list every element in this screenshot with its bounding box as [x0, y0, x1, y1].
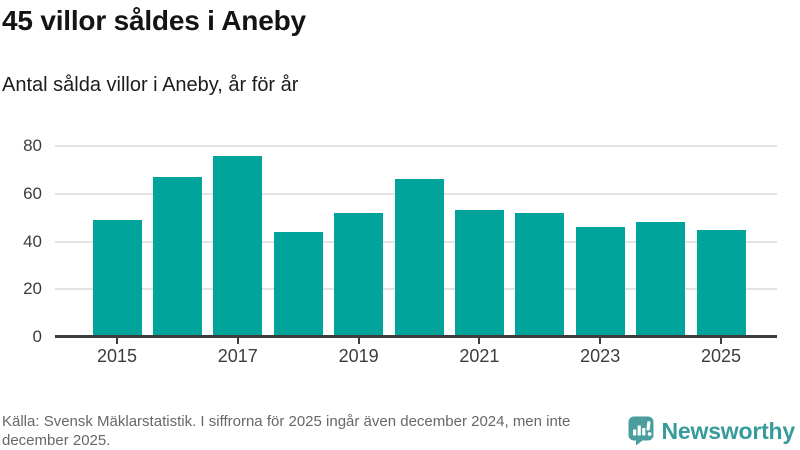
newsworthy-wordmark: Newsworthy [661, 417, 796, 444]
newsworthy-logo: Newsworthy [628, 415, 795, 447]
x-tick-label-2015: 2015 [96, 346, 138, 366]
bar-2015 [92, 220, 142, 337]
x-tick-2019 [357, 338, 360, 344]
x-tick-2025 [720, 338, 722, 344]
source-note: Källa: Svensk Mäklarstatistik. I siffror… [2, 413, 571, 449]
bar-2024 [636, 222, 686, 337]
page-title: 45 villor såldes i Aneby [2, 5, 306, 36]
x-tick-label-2025: 2025 [700, 346, 742, 366]
bar-2016 [152, 177, 202, 337]
grid-line-80 [55, 145, 777, 147]
bar-2020 [394, 179, 444, 337]
x-tick-label-2017: 2017 [217, 346, 258, 366]
x-tick-label-2021: 2021 [459, 346, 500, 366]
y-tick-label-0: 0 [32, 327, 42, 346]
x-tick-2017 [236, 338, 239, 344]
y-tick-label-40: 40 [23, 231, 42, 251]
y-tick-label-20: 20 [23, 279, 42, 299]
y-tick-label-80: 80 [23, 136, 42, 155]
x-tick-2015 [116, 338, 118, 344]
x-axis-line [55, 335, 777, 338]
bar-chart-speech-bubble-icon [628, 416, 655, 446]
x-tick-label-2023: 2023 [580, 346, 621, 366]
y-tick-label-60: 60 [23, 183, 42, 203]
bar-2021 [454, 210, 504, 337]
bar-2017 [213, 155, 263, 337]
x-tick-2023 [599, 338, 602, 344]
bar-2025 [696, 229, 746, 337]
x-tick-label-2019: 2019 [338, 346, 379, 366]
x-tick-2021 [478, 338, 481, 344]
bar-2019 [334, 212, 384, 337]
bar-2018 [273, 231, 323, 337]
chart-subtitle: Antal sålda villor i Aneby, år för år [2, 74, 299, 96]
bar-2022 [515, 212, 565, 337]
bar-2023 [575, 227, 625, 337]
